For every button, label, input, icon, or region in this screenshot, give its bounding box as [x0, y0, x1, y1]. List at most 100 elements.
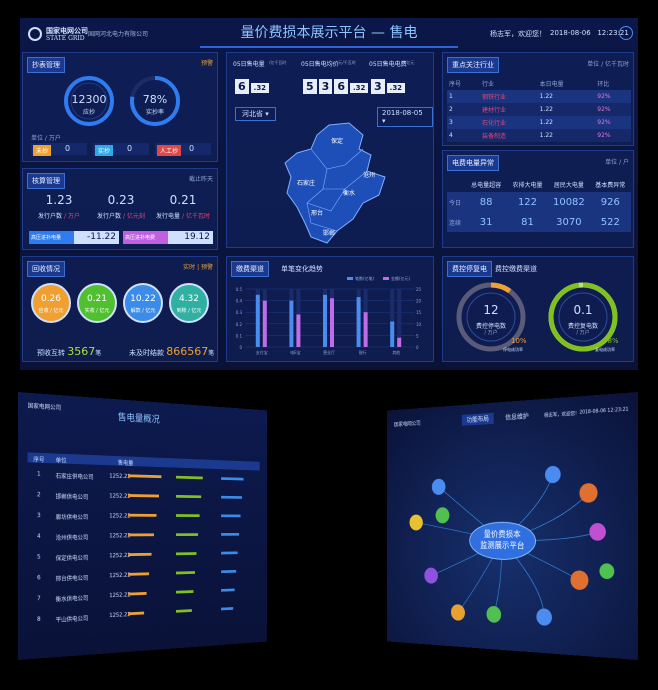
- rate-arc: [130, 76, 180, 126]
- unit: / 万户: [64, 213, 80, 220]
- column-header: 本日电量: [539, 81, 564, 88]
- recovery-circle: 10.22 解款 / 亿元: [123, 283, 163, 323]
- row-bar: [221, 569, 237, 574]
- digits: 3.32: [371, 75, 407, 94]
- column-header: 售电量: [117, 459, 134, 468]
- pre-value: 3567: [67, 345, 96, 358]
- rate-value: 78%: [142, 93, 168, 106]
- column-header: 环比: [597, 81, 610, 88]
- cell: 81: [521, 216, 534, 228]
- cell: 1.22: [539, 119, 553, 126]
- panel-title: 回收情况: [27, 261, 65, 277]
- row-bar: [128, 474, 162, 479]
- screen-title: 售电量概况: [117, 412, 160, 426]
- city-label: 衡水: [343, 189, 355, 197]
- row: 3 石化行业 1.22 92%: [447, 116, 631, 129]
- cell: 2: [37, 491, 41, 499]
- row-bar: [221, 551, 238, 555]
- late-value: 866567: [166, 345, 209, 358]
- cell: 邢台供电公司: [55, 575, 89, 583]
- row-bar: [175, 475, 203, 480]
- cell: 1.22: [539, 106, 553, 113]
- row-bar: [128, 611, 145, 616]
- x-tick-label: 电E宝: [290, 349, 301, 355]
- cell: 92%: [597, 119, 611, 126]
- x-tick-label: 其他: [392, 349, 400, 355]
- screen-3: 国家电网公司 功能布局 信息维护 杨志军，欢迎您！ 2018-08-06 12:2…: [387, 392, 638, 660]
- row-bar: [175, 571, 195, 575]
- subtitle: 费控缴费渠道: [495, 265, 537, 273]
- cell: 建材行业: [481, 107, 506, 114]
- kpi: 05日售电量/亿千瓦时 6.32: [231, 57, 297, 95]
- legend-swatch: [383, 277, 389, 280]
- title: 量价费损本展示平台 — 售电: [200, 22, 458, 48]
- power-button[interactable]: [619, 26, 633, 40]
- gauge-value: 12: [483, 303, 499, 317]
- gauge-rate: 98%: [603, 337, 619, 345]
- acc-label: 发行电量 / 亿千瓦时: [153, 211, 213, 220]
- cell: 石家庄供电公司: [55, 473, 94, 481]
- cell: 5: [37, 553, 41, 561]
- province-shape: [284, 122, 386, 244]
- rate-label: 实抄率: [145, 109, 164, 116]
- bar: [323, 294, 327, 347]
- cell: 衡水供电公司: [55, 595, 89, 604]
- recovery-circle: 0.26 应收 / 亿元: [31, 283, 71, 323]
- screen-2: 国家电网公司 售电量概况 序号 单位 售电量 1 石家庄供电公司 1252.22 2 邯郸供电…: [18, 392, 267, 660]
- row-label: 连续: [449, 219, 462, 227]
- acc-value: 1.23: [45, 193, 73, 207]
- rec-label: 应收 / 亿元: [38, 308, 64, 314]
- unit: 单位 / 亿千瓦时: [587, 61, 629, 68]
- tab: 信息维护: [505, 412, 529, 422]
- bar-label: 高压进扑电量: [31, 235, 62, 241]
- y2-tick-label: 10: [416, 322, 422, 327]
- bar-value: 19.12: [184, 232, 210, 242]
- gauge-unit: / 万户: [576, 330, 590, 336]
- digit: 5: [303, 79, 317, 94]
- hub-diagram: 量价费损本 监测展示平台: [409, 465, 615, 627]
- unit: 单位 / 万户: [31, 135, 61, 142]
- recovery-items: 0.26 应收 / 亿元 0.21 实收 / 亿元 10.22 解款 / 亿元 4.32 到账…: [29, 283, 213, 329]
- gauge-rate: 10%: [511, 337, 527, 345]
- row-bar: [221, 477, 244, 481]
- city-borders: [306, 148, 368, 232]
- panel-title: 缴费渠道: [231, 261, 269, 277]
- city-label: 保定: [331, 137, 343, 145]
- tag: 人工抄 0: [155, 143, 211, 156]
- meter-panel: 抄表管理 预警 12300 应抄 78% 实抄率 单位 / 万户 未抄 0 实抄 0 人…: [22, 52, 218, 162]
- screen2-table: 序号 单位 售电量 1 石家庄供电公司 1252.22 2 邯郸供电公司 1252.22 3 廊坊供…: [28, 452, 260, 641]
- account-bars: 高压进扑电量 -11.22 高压进扑电费 19.12: [29, 231, 213, 245]
- note: 截止昨天: [188, 176, 213, 183]
- header-row: 总电量超容 农排大电量 居民大电量 基本费异常: [447, 177, 631, 192]
- user: 杨志军，欢迎您！: [544, 410, 580, 419]
- row-bar: [221, 533, 240, 536]
- row-bar: [128, 533, 155, 537]
- row-bar: [128, 591, 147, 596]
- acc-label: 发行户数 / 万户: [29, 211, 89, 220]
- province-select[interactable]: 河北省 ▾: [235, 107, 276, 121]
- cell: 1: [449, 93, 453, 100]
- row: 1 钢铁行业 1.22 92%: [447, 90, 631, 103]
- header-row: 序号 行业 本日电量 环比: [447, 77, 631, 90]
- cell: 钢铁行业: [481, 94, 506, 101]
- cell: 1.22: [539, 132, 553, 139]
- fee-gauges: 12 费控停电数 / 万户 10% 停电成功率 0.1 费控复电数 / 万户 98% 复电成功率: [443, 277, 635, 361]
- acc-label: 发行户数 / 亿元刻: [91, 211, 151, 220]
- alert: 预警: [200, 60, 213, 67]
- acc-bar: 高压进扑电费 19.12: [123, 231, 213, 244]
- column-header: 单位: [55, 457, 67, 465]
- bar: [363, 312, 368, 347]
- row-bar: [175, 514, 200, 518]
- row: 连续 31 81 3070 522: [447, 212, 631, 232]
- row-bar: [128, 552, 152, 557]
- pre-unit: 笔: [95, 350, 102, 357]
- acc-bar: 高压进扑电量 -11.22: [29, 231, 119, 244]
- gauge-value: 0.1: [573, 303, 593, 317]
- column-header: 居民大电量: [553, 182, 584, 189]
- x-tick-label: 支付宝: [256, 349, 268, 355]
- meter-gauges: [64, 76, 180, 126]
- bar: [390, 321, 395, 347]
- date-select[interactable]: 2018-08-05 ▾: [377, 107, 433, 127]
